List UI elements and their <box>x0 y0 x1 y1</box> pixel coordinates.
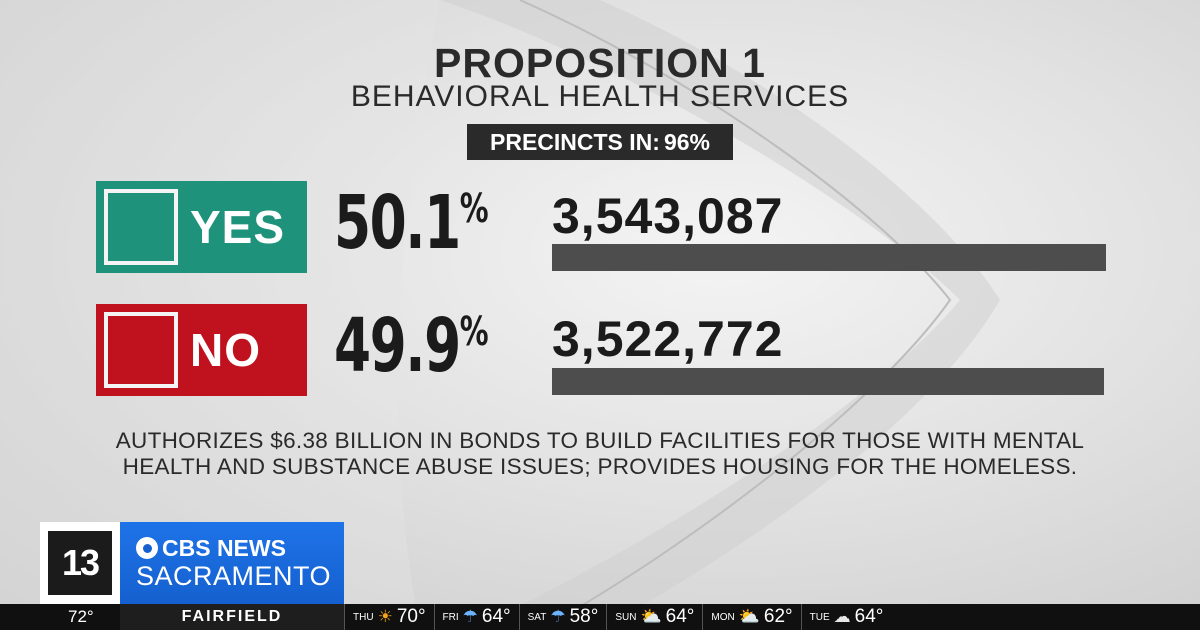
forecast-day: SUN ⛅ 64° <box>606 604 702 630</box>
precincts-label: PRECINCTS IN: <box>490 128 660 155</box>
forecast-temp: 62° <box>763 606 793 627</box>
no-label: NO <box>190 324 261 376</box>
yes-vote-bar <box>552 244 1106 271</box>
precincts-value: 96% <box>663 128 710 155</box>
forecast-temp: 70° <box>396 606 426 627</box>
yes-votes: 3,543,087 <box>552 188 784 244</box>
current-temperature: 72° <box>68 607 94 626</box>
yes-percent: 50.1% <box>334 180 489 266</box>
ticker-location: FAIRFIELD <box>120 604 344 630</box>
no-percent: 49.9% <box>334 303 489 389</box>
partly-cloudy-icon: ⛅ <box>738 607 760 626</box>
forecast-temp: 64° <box>854 606 884 627</box>
forecast-day: FRI ☂ 64° <box>433 604 519 630</box>
precincts-badge: PRECINCTS IN: 96% <box>467 124 733 160</box>
partly-cloudy-icon: ⛅ <box>640 607 662 626</box>
yes-label: YES <box>190 201 286 253</box>
weather-ticker: 72° FAIRFIELD THU ☀ 70° FRI ☂ 64° SAT ☂ … <box>0 604 1200 630</box>
no-percent-symbol: % <box>459 309 489 355</box>
rain-icon: ☂ <box>462 607 478 626</box>
yes-percent-value: 50.1 <box>334 180 461 266</box>
yes-choice-box: YES <box>96 181 307 273</box>
forecast-day-label: THU <box>353 611 374 623</box>
forecast-day: SAT ☂ 58° <box>518 604 607 630</box>
forecast-day-label: SAT <box>527 611 547 623</box>
forecast-day: THU ☀ 70° <box>344 604 434 630</box>
sun-icon: ☀ <box>377 607 393 626</box>
no-choice-box: NO <box>96 304 307 396</box>
description-line: HEALTH AND SUBSTANCE ABUSE ISSUES; PROVI… <box>122 454 1078 479</box>
forecast-day-label: FRI <box>442 611 459 623</box>
forecast-day-label: TUE <box>809 611 830 623</box>
cbs-13-icon: 13 <box>48 531 112 595</box>
proposition-description: AUTHORIZES $6.38 BILLION IN BONDS TO BUI… <box>0 428 1200 480</box>
checkbox-icon <box>104 189 178 265</box>
no-vote-bar <box>552 368 1104 395</box>
checkbox-icon <box>104 312 178 388</box>
station-logo: 13 <box>40 522 120 604</box>
no-vote-bar-fill <box>552 368 1104 395</box>
no-percent-value: 49.9 <box>334 303 461 389</box>
city-name: SACRAMENTO <box>136 560 332 591</box>
yes-percent-symbol: % <box>459 186 489 232</box>
page-subtitle: BEHAVIORAL HEALTH SERVICES <box>350 80 850 113</box>
description-line: AUTHORIZES $6.38 BILLION IN BONDS TO BUI… <box>115 428 1085 453</box>
forecast-day: MON ⛅ 62° <box>702 604 800 630</box>
network-logo: CBS NEWS SACRAMENTO <box>120 522 344 604</box>
forecast-day: TUE ☁ 64° <box>800 604 892 630</box>
page-title: PROPOSITION 1 <box>434 40 766 86</box>
rain-icon: ☂ <box>550 607 566 626</box>
forecast-temp: 58° <box>569 606 599 627</box>
cbs-eye-icon <box>136 537 158 559</box>
no-votes: 3,522,772 <box>552 311 784 367</box>
network-name: CBS NEWS <box>136 535 344 562</box>
forecast-temp: 64° <box>481 606 511 627</box>
rain-cloud-icon: ☁ <box>833 607 851 626</box>
forecast-day-label: MON <box>711 611 735 623</box>
station-number: 13 <box>61 542 100 583</box>
forecast-day-label: SUN <box>615 611 637 623</box>
yes-vote-bar-fill <box>552 244 1106 271</box>
forecast-temp: 64° <box>665 606 695 627</box>
network-label: CBS NEWS <box>162 534 286 561</box>
